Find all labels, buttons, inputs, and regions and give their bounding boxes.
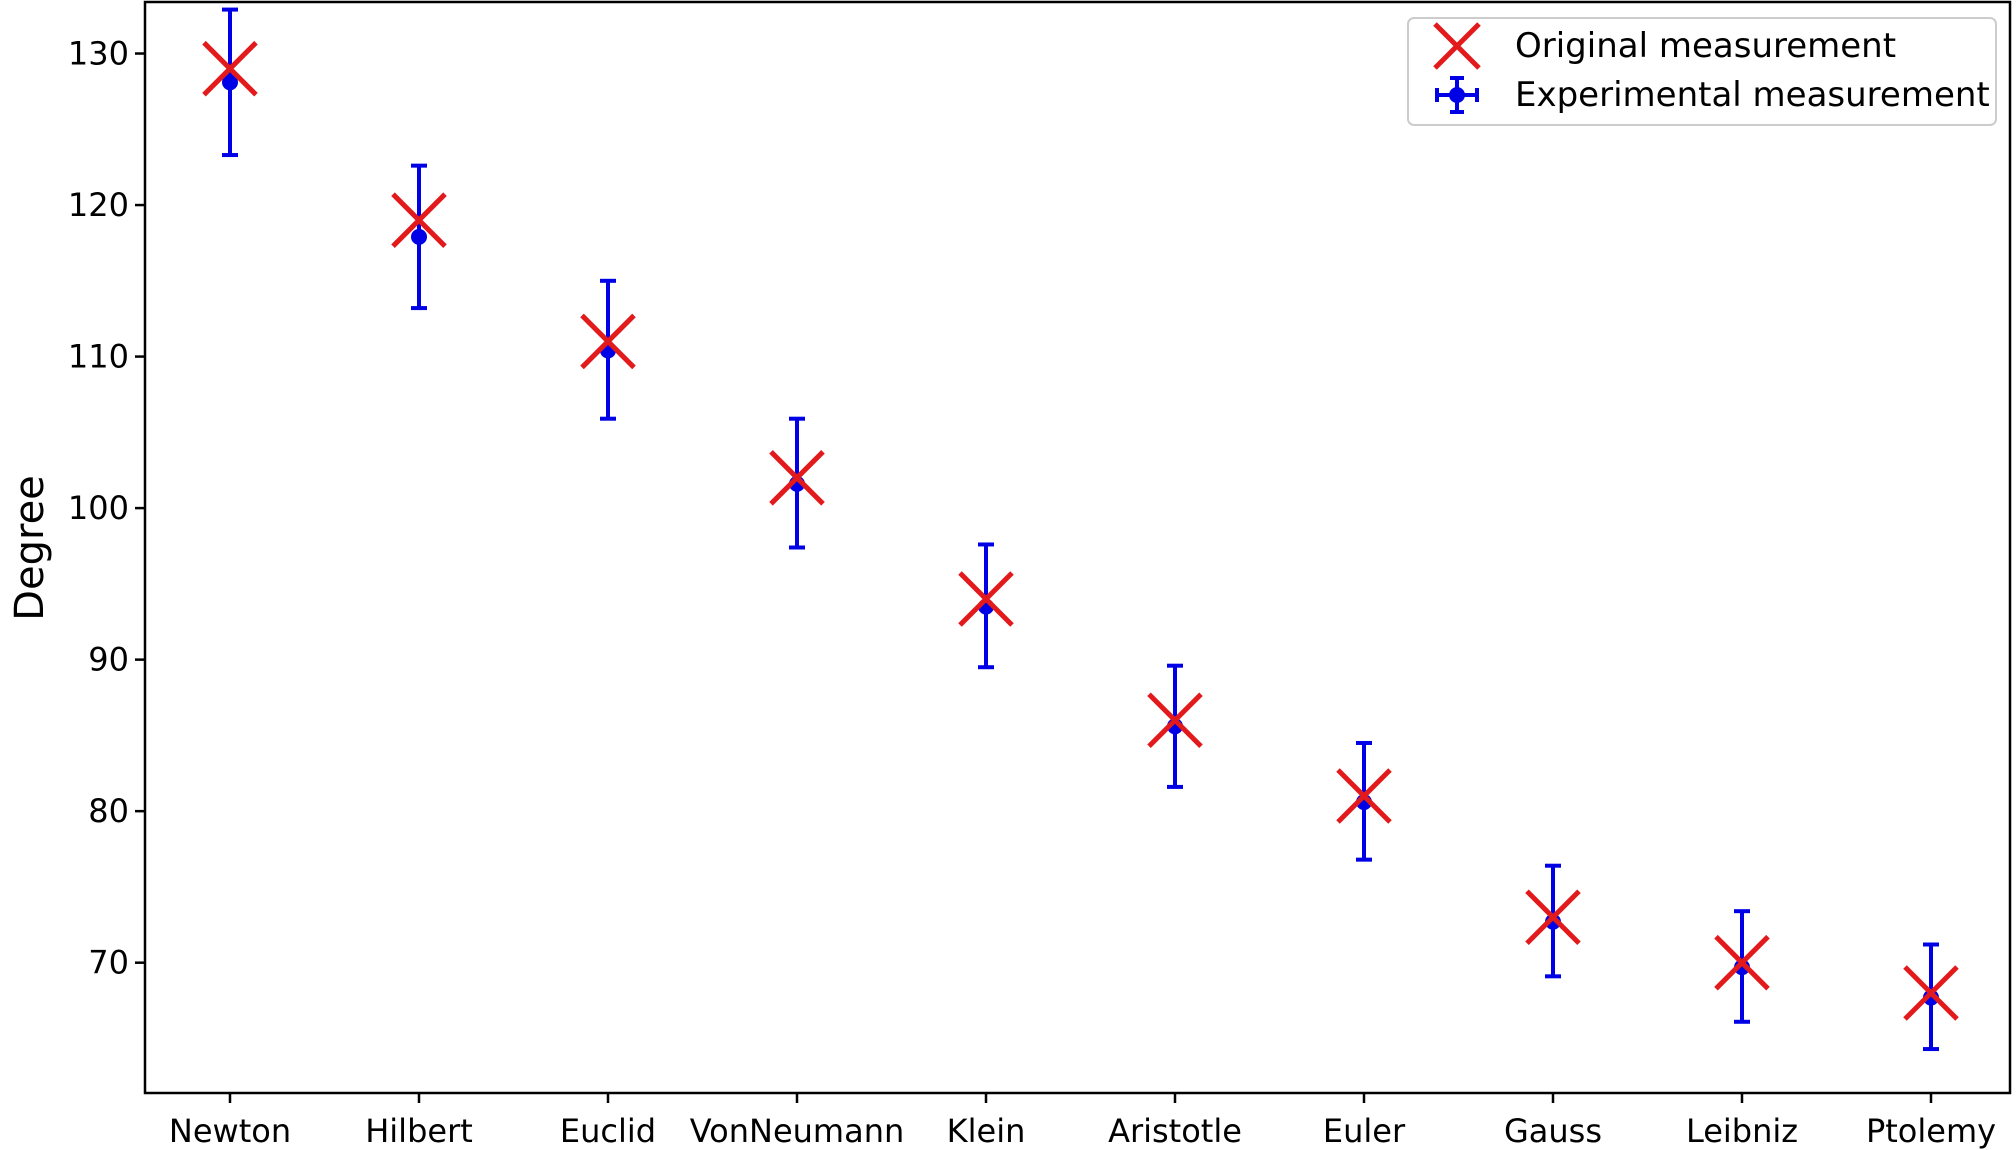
original-point-aristotle-stroke-b <box>1147 692 1203 749</box>
y-tick-label-100: 100 <box>68 489 129 527</box>
legend-x-marker <box>1433 22 1481 70</box>
x-tick-label-gauss: Gauss <box>1504 1112 1602 1150</box>
x-tick-label-klein: Klein <box>947 1112 1026 1150</box>
legend-x-marker-stroke-b <box>1433 22 1481 70</box>
original-point-klein-stroke-b <box>958 571 1014 627</box>
original-point-euclid-stroke-b <box>580 313 636 370</box>
legend-swatch-experimental <box>1435 76 1479 114</box>
y-tick-label-80: 80 <box>88 792 129 830</box>
original-point-euler-stroke-b <box>1336 768 1392 824</box>
y-tick-label-90: 90 <box>88 641 129 679</box>
original-point-hilbert-stroke-b <box>391 192 447 248</box>
y-tick-label-70: 70 <box>88 944 129 982</box>
x-tick-label-newton: Newton <box>169 1112 291 1150</box>
y-tick-label-130: 130 <box>68 35 129 73</box>
original-point-newton <box>202 40 258 97</box>
x-tick-label-euler: Euler <box>1323 1112 1406 1150</box>
original-point-klein <box>958 571 1014 627</box>
original-point-ptolemy <box>1903 965 1959 1021</box>
y-axis: 70 80 90 100 110 120 130 <box>68 35 145 982</box>
x-tick-label-vonneumann: VonNeumann <box>690 1112 905 1150</box>
legend: Original measurement Experimental measur… <box>1407 17 1997 126</box>
experimental-point-newton <box>222 74 238 91</box>
x-tick-label-ptolemy: Ptolemy <box>1866 1112 1996 1150</box>
experimental-point-hilbert <box>411 228 427 245</box>
original-point-vonneumann-stroke-b <box>769 450 825 506</box>
original-point-euclid <box>580 313 636 370</box>
original-point-gauss-stroke-b <box>1525 889 1581 945</box>
legend-label-experimental: Experimental measurement <box>1515 75 1990 115</box>
y-axis-label: Degree <box>7 475 53 621</box>
original-point-ptolemy-stroke-b <box>1903 965 1959 1021</box>
y-tick-label-120: 120 <box>68 186 129 224</box>
original-point-hilbert <box>391 192 447 248</box>
chart-marks <box>202 7 1959 1052</box>
original-point-gauss <box>1525 889 1581 945</box>
y-tick-label-110: 110 <box>68 338 129 376</box>
legend-box <box>1407 17 1997 126</box>
original-point-vonneumann <box>769 450 825 506</box>
x-tick-label-hilbert: Hilbert <box>365 1112 473 1150</box>
x-tick-label-leibniz: Leibniz <box>1686 1112 1798 1150</box>
legend-label-original: Original measurement <box>1515 26 1896 66</box>
original-point-aristotle <box>1147 692 1203 749</box>
x-axis: Newton Hilbert Euclid VonNeumann Klein Aristo… <box>169 1093 1996 1150</box>
plot-area <box>143 0 2012 1095</box>
legend-dot-marker <box>1449 87 1465 103</box>
x-tick-label-euclid: Euclid <box>560 1112 656 1150</box>
original-point-leibniz <box>1714 934 1770 991</box>
original-point-euler <box>1336 768 1392 824</box>
original-point-newton-stroke-b <box>202 40 258 97</box>
legend-swatch-original <box>1433 22 1481 70</box>
original-point-leibniz-stroke-b <box>1714 934 1770 991</box>
x-tick-label-aristotle: Aristotle <box>1108 1112 1242 1150</box>
